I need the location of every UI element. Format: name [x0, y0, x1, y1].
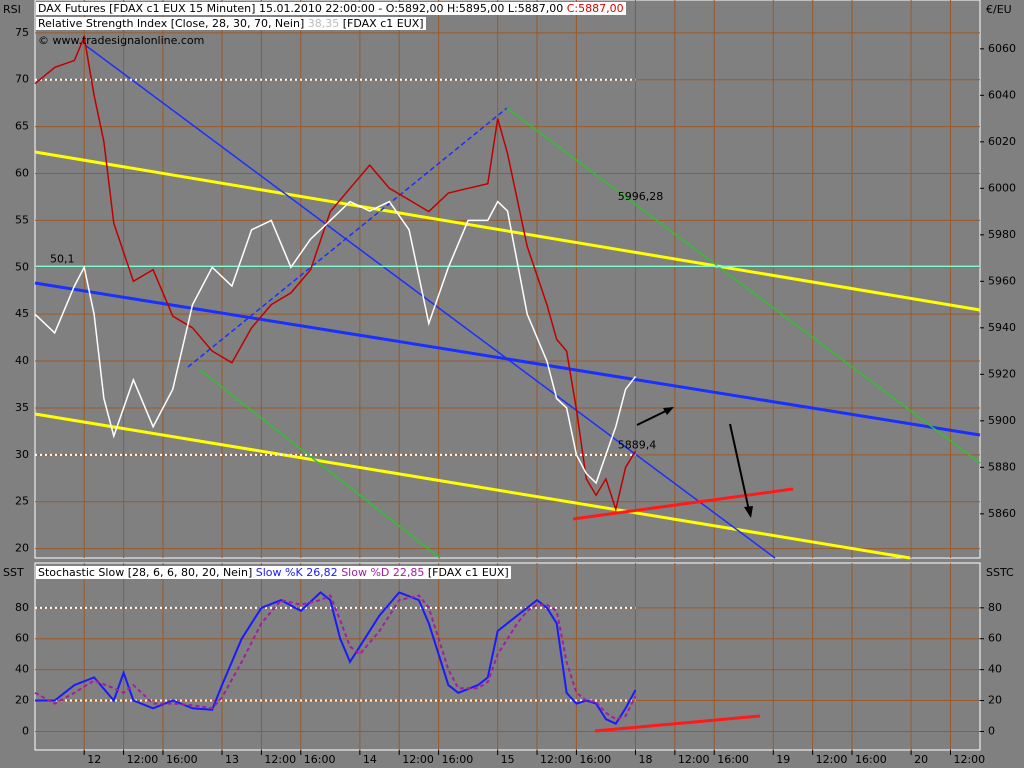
- trend-line: [572, 487, 794, 521]
- bottom-panel: [34, 562, 981, 751]
- grid: [35, 0, 980, 750]
- series-line: [35, 591, 637, 725]
- x-tick-label: 18: [638, 753, 652, 766]
- marks: 50,1 5996,28 5889,4: [34, 34, 980, 725]
- header-text: DAX Futures [FDAX c1 EUX 15 Minuten] 15.…: [38, 2, 564, 15]
- y2-tick-label: 5880: [988, 460, 1016, 473]
- trend-line: [34, 412, 911, 560]
- x-tick-label: 15: [501, 753, 515, 766]
- readout: 38,35: [307, 17, 340, 30]
- top-panel: [34, 0, 981, 559]
- header-text: [FDAX c1 EUX]: [342, 17, 424, 30]
- legend-entry: Slow %K 26,82: [255, 566, 338, 579]
- x-tick-label: 16:00: [717, 753, 749, 766]
- header-text: Stochastic Slow [28, 6, 6, 80, 20, Nein]: [38, 566, 253, 579]
- header-text: [FDAX c1 EUX]: [427, 566, 509, 579]
- arrow: [729, 423, 751, 516]
- y-tick-label: 20: [15, 694, 29, 707]
- y-axis-label: SST: [3, 566, 24, 579]
- copyright: © www.tradesignalonline.com: [38, 34, 205, 47]
- y2-tick-label: 6060: [988, 42, 1016, 55]
- y2-tick-label: 40: [988, 663, 1002, 676]
- x-tick-label: 12:00: [678, 753, 710, 766]
- y-tick-label: 70: [15, 73, 29, 86]
- x-tick-label: 12:00: [264, 753, 296, 766]
- trend-line: [506, 107, 981, 464]
- header: Relative Strength Index [Close, 28, 30, …: [36, 17, 426, 30]
- trend-line: [594, 714, 761, 733]
- trend-line: [199, 369, 441, 559]
- y-tick-label: 65: [15, 120, 29, 133]
- y2-tick-label: 5960: [988, 274, 1016, 287]
- annotation-label: 5889,4: [618, 438, 657, 451]
- y-tick-label: 35: [15, 401, 29, 414]
- series-line: [34, 594, 637, 721]
- header: DAX Futures [FDAX c1 EUX 15 Minuten] 15.…: [36, 2, 626, 15]
- trend-line: [84, 44, 776, 559]
- series-line: [34, 200, 637, 485]
- drawings: [34, 44, 981, 733]
- y2-tick-label: 6020: [988, 135, 1016, 148]
- x-tick-label: 12: [87, 753, 101, 766]
- y2-tick-label: 80: [988, 601, 1002, 614]
- x-tick-label: 12:00: [127, 753, 159, 766]
- y2-tick-label: 5920: [988, 367, 1016, 380]
- arrow-head: [744, 506, 753, 518]
- x-tick-label: 12:00: [816, 753, 848, 766]
- legend-entry: Slow %D 22,85: [341, 566, 425, 579]
- annotation-label: 5996,28: [618, 190, 664, 203]
- header-close: C:5887,00: [566, 2, 624, 15]
- y-tick-label: 80: [15, 601, 29, 614]
- y2-axis-label: €/EU: [986, 3, 1012, 16]
- y2-tick-label: 5900: [988, 414, 1016, 427]
- y-tick-label: 0: [22, 724, 29, 737]
- y2-tick-label: 6040: [988, 88, 1016, 101]
- trend-line: [34, 150, 981, 312]
- x-tick-label: 12:00: [540, 753, 572, 766]
- arrow-head: [663, 407, 674, 415]
- y2-tick-label: 6000: [988, 181, 1016, 194]
- y-tick-label: 20: [15, 542, 29, 555]
- trend-line: [187, 107, 508, 368]
- y-tick-label: 40: [15, 354, 29, 367]
- x-tick-label: 16:00: [579, 753, 611, 766]
- y-tick-label: 25: [15, 495, 29, 508]
- y-axis-label: RSI: [3, 3, 21, 16]
- x-tick-label: 16:00: [855, 753, 887, 766]
- y-tick-label: 60: [15, 632, 29, 645]
- header-text: Relative Strength Index [Close, 28, 30, …: [38, 17, 305, 30]
- x-tick-label: 16:00: [304, 753, 336, 766]
- header: Stochastic Slow [28, 6, 6, 80, 20, Nein]…: [36, 566, 511, 579]
- x-tick-label: 20: [914, 753, 928, 766]
- y-tick-label: 75: [15, 26, 29, 39]
- y-tick-label: 45: [15, 307, 29, 320]
- y-tick-label: 50: [15, 260, 29, 273]
- x-tick-label: 12:00: [953, 753, 985, 766]
- y2-tick-label: 5940: [988, 321, 1016, 334]
- x-tick-label: 13: [225, 753, 239, 766]
- y-tick-label: 40: [15, 663, 29, 676]
- y-tick-label: 55: [15, 213, 29, 226]
- y2-tick-label: 0: [988, 724, 995, 737]
- annotation-label: 50,1: [50, 252, 75, 265]
- x-tick-label: 19: [776, 753, 790, 766]
- x-tick-label: 14: [363, 753, 377, 766]
- y2-tick-label: 20: [988, 694, 1002, 707]
- y-tick-label: 60: [15, 166, 29, 179]
- x-tick-label: 12:00: [402, 753, 434, 766]
- y2-axis-label: SSTC: [986, 566, 1014, 579]
- y2-tick-label: 60: [988, 632, 1002, 645]
- series-line: [34, 34, 637, 512]
- x-tick-label: 16:00: [442, 753, 474, 766]
- y2-tick-label: 5860: [988, 507, 1016, 520]
- y-tick-label: 30: [15, 448, 29, 461]
- x-tick-label: 16:00: [166, 753, 198, 766]
- y2-tick-label: 5980: [988, 228, 1016, 241]
